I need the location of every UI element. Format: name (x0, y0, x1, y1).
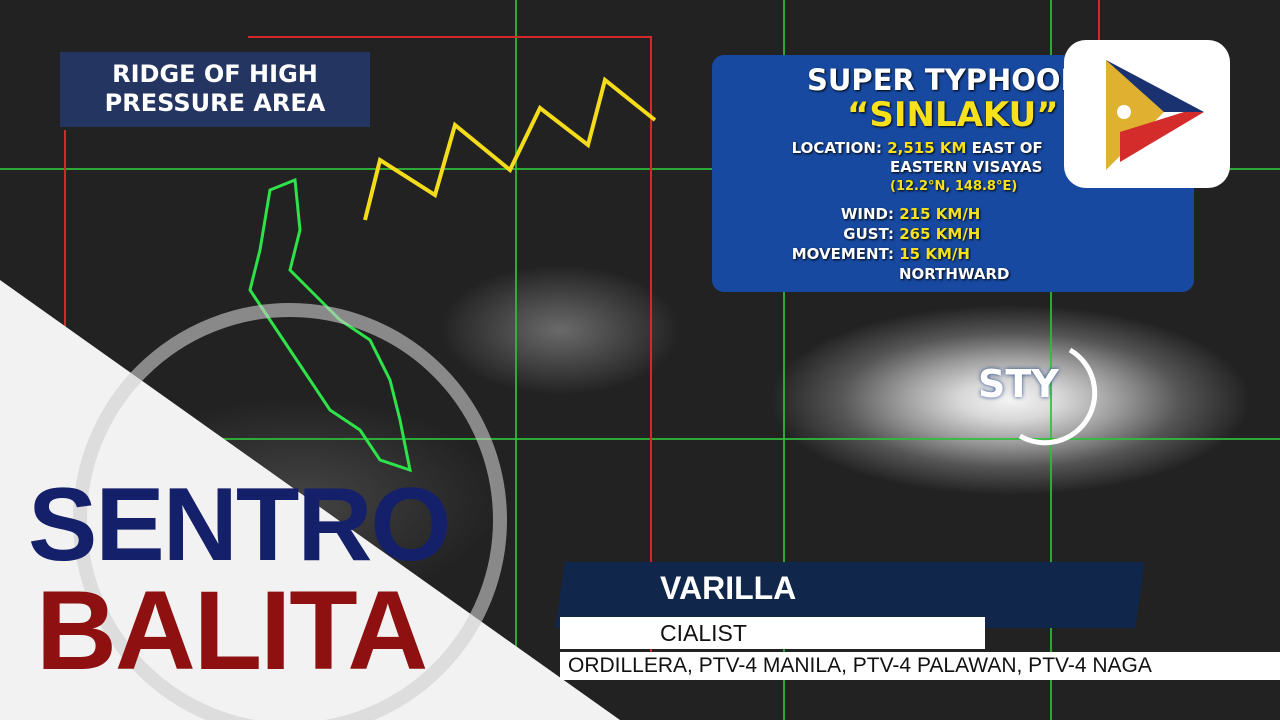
ticker-bar (560, 652, 1280, 680)
typhoon-name: “SINLAKU” (847, 95, 1059, 135)
par-boundary (64, 130, 66, 510)
show-title-sentro: SENTRO (28, 467, 451, 583)
philippines-outline (248, 177, 412, 473)
location-line2: EASTERN VISAYAS (890, 158, 1043, 176)
coordinates: (12.2°N, 148.8°E) (890, 179, 1018, 194)
typhoon-category: SUPER TYPHOON (807, 63, 1085, 97)
movement-value: 15 KM/H (899, 245, 970, 263)
grid-line (1050, 0, 1052, 720)
ridge-label: RIDGE OF HIGH PRESSURE AREA (60, 52, 370, 127)
ptv-logo-icon (1106, 60, 1204, 170)
ticker-text: ORDILLERA, PTV-4 MANILA, PTV-4 PALAWAN, … (568, 654, 1152, 677)
location-value: 2,515 KM (887, 139, 967, 157)
ridge-label-line2: PRESSURE AREA (104, 89, 326, 117)
movement-label: MOVEMENT: (791, 245, 894, 263)
grid-line (0, 168, 1280, 170)
gust-label: GUST: (843, 225, 894, 243)
location-label: LOCATION: (791, 139, 882, 157)
reporter-title: CIALIST (660, 620, 747, 646)
grid-line (783, 0, 785, 720)
grid-line (0, 438, 1280, 440)
ptv-logo (1064, 40, 1230, 188)
ridge-label-line1: RIDGE OF HIGH (112, 60, 318, 88)
par-boundary (650, 36, 652, 656)
show-title-balita: BALITA (36, 568, 428, 693)
location-rest: EAST OF (966, 139, 1043, 157)
wind-label: WIND: (840, 205, 894, 223)
wind-value: 215 KM/H (899, 205, 981, 223)
title-bar (560, 617, 985, 649)
reporter-name: VARILLA (660, 570, 797, 606)
gust-value: 265 KM/H (899, 225, 981, 243)
par-boundary (1098, 0, 1100, 50)
grid-line (515, 0, 517, 720)
par-boundary (248, 36, 652, 38)
sty-ring (1018, 347, 1098, 446)
high-pressure-ridge-line (363, 76, 657, 221)
typhoon-marker: STY (978, 362, 1059, 406)
movement-direction: NORTHWARD (899, 265, 1010, 283)
